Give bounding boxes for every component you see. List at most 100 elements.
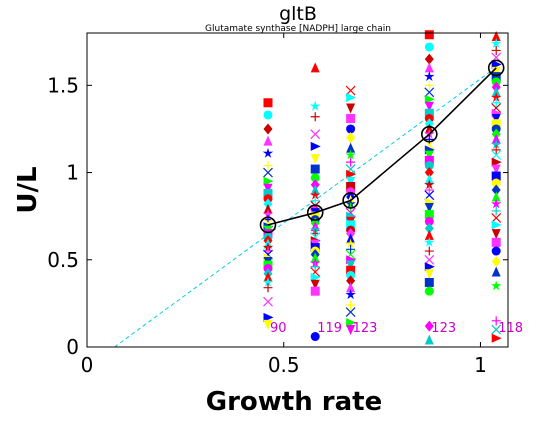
data-point: [310, 141, 321, 151]
data-point: [491, 184, 501, 196]
data-point: [310, 272, 321, 282]
data-point: [491, 157, 502, 167]
data-point: [424, 155, 434, 165]
data-point: [491, 98, 501, 108]
data-point: [491, 212, 502, 223]
y-tick-label: 0: [66, 335, 79, 359]
data-point: [263, 188, 273, 198]
mean-point: [306, 204, 324, 221]
data-point: [490, 280, 502, 291]
data-point: [424, 209, 434, 219]
data-point: [263, 176, 274, 186]
data-point: [310, 262, 320, 272]
data-point: [310, 252, 320, 263]
data-point: [424, 62, 434, 73]
data-point: [346, 169, 357, 179]
data-point: [491, 178, 501, 188]
data-point: [346, 157, 356, 167]
data-point: [346, 176, 356, 187]
data-point: [424, 53, 434, 65]
count-label: 118: [498, 321, 523, 336]
data-point: [345, 238, 356, 249]
data-point: [491, 237, 501, 247]
data-point: [424, 190, 435, 201]
data-point: [263, 161, 273, 171]
data-point: [346, 260, 356, 271]
data-point: [491, 171, 501, 181]
data-point: [424, 262, 435, 272]
count-label: 119: [317, 321, 342, 336]
data-point: [263, 167, 273, 178]
data-point: [263, 283, 273, 293]
data-point: [346, 124, 356, 134]
data-point: [346, 132, 356, 144]
data-point: [345, 307, 356, 318]
data-point: [346, 113, 356, 123]
data-point: [491, 246, 501, 256]
data-point: [424, 150, 434, 161]
count-label: 123: [353, 321, 378, 336]
data-point: [309, 189, 321, 200]
data-point: [263, 319, 273, 330]
data-point: [491, 133, 501, 144]
data-point: [491, 324, 502, 335]
chart-subtitle: Glutamate synthase [NADPH] large chain: [205, 24, 391, 34]
data-point: [310, 173, 320, 183]
data-point: [490, 198, 502, 209]
data-point: [310, 184, 320, 195]
data-point: [346, 182, 356, 192]
data-point: [491, 59, 502, 69]
data-point: [262, 276, 274, 287]
mean-point: [259, 216, 277, 234]
data-point: [491, 119, 501, 129]
data-point: [424, 71, 435, 82]
data-point: [490, 139, 502, 150]
data-point: [424, 108, 434, 118]
x-axis-label: Growth rate: [206, 387, 382, 417]
data-point: [491, 316, 501, 326]
data-point: [346, 93, 357, 103]
plot-frame-outline: [86, 32, 509, 348]
data-point: [424, 185, 434, 195]
data-point: [309, 100, 321, 111]
data-point: [491, 145, 501, 155]
count-label: 123: [431, 321, 456, 336]
data-point: [262, 208, 274, 219]
data-point: [424, 174, 434, 185]
data-point: [424, 229, 434, 240]
mean-point: [421, 125, 438, 143]
count-label: 90: [270, 321, 287, 336]
data-point: [263, 183, 273, 194]
data-point: [491, 113, 501, 124]
data-point: [491, 86, 501, 97]
data-point: [310, 112, 320, 122]
data-point: [346, 142, 356, 153]
data-point: [491, 164, 501, 175]
data-point: [424, 236, 435, 247]
x-tick-label: 0: [81, 353, 94, 377]
data-point: [310, 164, 320, 174]
data-point: [491, 30, 501, 41]
data-point: [424, 167, 434, 179]
fit-line: [114, 63, 501, 348]
data-point: [263, 296, 273, 307]
data-point: [263, 110, 273, 120]
data-point: [491, 266, 501, 277]
data-point: [310, 62, 320, 73]
y-axis-label: U/L: [13, 166, 43, 213]
data-point: [424, 222, 434, 234]
data-point: [310, 195, 320, 205]
data-point: [424, 30, 434, 40]
data-point: [424, 254, 435, 265]
data-point: [424, 216, 434, 226]
data-point: [262, 147, 274, 158]
data-point: [491, 333, 502, 343]
y-tick-label: 1.5: [47, 73, 79, 97]
y-tick-label: 0.5: [47, 248, 79, 272]
x-tick-label: 0.5: [268, 353, 300, 377]
plot-frame: [86, 32, 509, 348]
data-point: [263, 98, 273, 108]
data-point: [346, 318, 357, 328]
